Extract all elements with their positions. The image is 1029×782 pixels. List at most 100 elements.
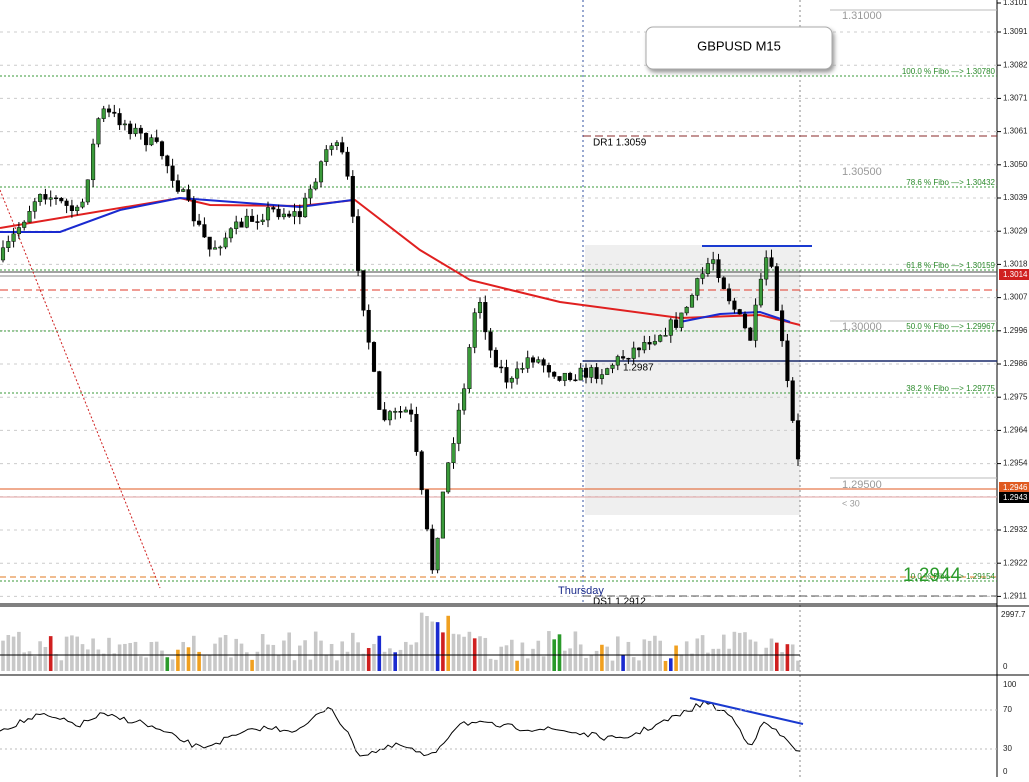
candle-body — [69, 205, 74, 211]
volume-bar — [515, 660, 519, 671]
volume-bar — [70, 635, 74, 671]
symbol-title: GBPUSD M15 — [697, 38, 781, 53]
candle-body — [663, 335, 668, 337]
volume-bar — [38, 641, 42, 671]
day-label: Thursday — [558, 585, 604, 597]
volume-bar — [743, 632, 747, 671]
candle-body — [409, 409, 414, 415]
volume-bar — [610, 660, 615, 671]
volume-bar — [430, 621, 435, 671]
candle-body — [780, 310, 785, 342]
volume-bar — [531, 648, 535, 671]
candle-body — [53, 197, 59, 200]
candle-body — [467, 347, 472, 389]
volume-bar — [292, 660, 297, 671]
volume-bar — [467, 631, 472, 671]
volume-bar — [483, 637, 488, 671]
candle-body — [11, 233, 16, 242]
volume-bar — [775, 642, 779, 671]
volume-bar — [631, 657, 636, 671]
candle-body — [260, 219, 265, 222]
candle-body — [191, 199, 196, 222]
candle-body — [594, 367, 599, 379]
volume-bar — [409, 644, 413, 671]
candle-body — [769, 257, 774, 267]
volume-bar — [6, 634, 11, 671]
volume-bar — [637, 660, 641, 671]
candle-body — [324, 149, 329, 163]
rsi-axis-label: 0 — [1003, 767, 1008, 776]
price-marker — [999, 269, 1029, 280]
candle-body — [112, 111, 117, 114]
volume-bar — [759, 655, 763, 671]
candle-body — [398, 411, 403, 413]
volume-bar — [176, 649, 180, 671]
price-axis-label: 1.2986 — [1003, 359, 1028, 368]
volume-bar — [117, 644, 122, 671]
title-box — [645, 26, 833, 70]
candle-body — [674, 319, 679, 328]
volume-bar — [414, 642, 419, 671]
price-marker-label: 1.3014 — [1003, 270, 1028, 279]
volume-bar — [361, 653, 366, 671]
rsi-axis-label: 30 — [1003, 744, 1012, 753]
candle-body — [303, 197, 308, 218]
fibo-label: 38.2 % Fibo —> 1.29775 — [906, 384, 995, 393]
candle-body — [186, 189, 191, 201]
candle-body — [605, 368, 610, 375]
candle-body — [477, 302, 483, 314]
candle-body — [658, 335, 663, 342]
volume-bar — [541, 656, 546, 671]
volume-bar — [101, 653, 106, 671]
volume-bar — [573, 631, 578, 671]
volume-bar — [282, 640, 286, 671]
price-marker — [999, 482, 1029, 493]
volume-bar — [584, 657, 588, 671]
price-axis-label: 1.3029 — [1003, 226, 1028, 235]
candle-body — [568, 372, 573, 381]
moving-average — [0, 196, 353, 233]
volume-bar — [398, 649, 403, 671]
volume-bar — [780, 652, 784, 671]
candle-body — [165, 155, 170, 167]
candle-body — [716, 259, 721, 278]
candle-body — [138, 127, 143, 134]
volume-bar — [308, 659, 313, 671]
candle-body — [642, 342, 647, 351]
candle-body — [22, 221, 27, 228]
volume-bar — [499, 646, 503, 671]
candle-body — [493, 349, 498, 368]
volume-bar — [335, 660, 339, 671]
volume-bar — [589, 655, 594, 671]
volume-bar — [616, 636, 620, 671]
volume-bar — [266, 644, 270, 671]
big-price: 1.2944 — [903, 565, 962, 586]
round-label: 1.31000 — [842, 10, 882, 22]
candle-body — [318, 161, 324, 183]
volume-bar — [149, 641, 154, 671]
volume-bar — [684, 641, 689, 671]
candle-body — [711, 259, 716, 264]
volume-bar — [377, 635, 382, 671]
volume-bar — [425, 616, 429, 671]
volume-bar — [229, 657, 233, 671]
candle-body — [271, 207, 276, 210]
candle-body — [546, 365, 551, 373]
volume-bar — [11, 636, 16, 671]
volume-bar — [547, 631, 551, 671]
candle-body — [790, 380, 795, 421]
candle-body — [38, 194, 43, 202]
volume-bar — [260, 634, 265, 671]
volume-bar — [319, 640, 323, 671]
candle-body — [154, 137, 159, 142]
volume-bar — [223, 634, 228, 671]
candle-body — [85, 179, 90, 203]
round-label: 1.30500 — [842, 166, 882, 178]
volume-bar — [186, 647, 191, 671]
volume-bar — [478, 636, 482, 671]
candle-body — [144, 132, 149, 146]
price-axis-label: 1.3061 — [1003, 127, 1028, 136]
candle-body — [75, 206, 80, 211]
